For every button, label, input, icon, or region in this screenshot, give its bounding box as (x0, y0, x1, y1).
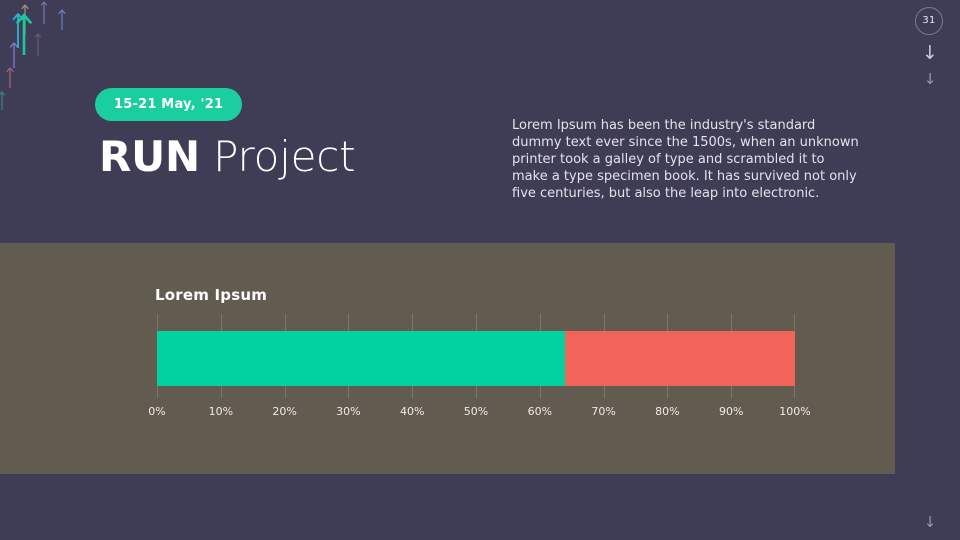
axis-tick-label: 80% (655, 405, 680, 418)
axis-tick-label: 90% (718, 405, 744, 418)
scroll-down-secondary-icon[interactable]: ↓ (923, 70, 937, 88)
decorative-arrow-icon (6, 67, 14, 88)
decorative-arrow-icon (58, 9, 66, 30)
date-badge: 15-21 May, '21 (95, 88, 243, 121)
decorative-arrow-icon (12, 13, 24, 48)
decorative-arrow-icon (21, 4, 29, 35)
scroll-down-icon[interactable]: ↓ (922, 42, 938, 64)
decorative-arrow-icon (40, 1, 48, 24)
page-title: RUN Project (99, 130, 356, 184)
bar-segment (565, 331, 795, 386)
axis-tick-label: 100% (779, 405, 811, 418)
axis-tick-label: 60% (527, 405, 553, 418)
axis-tick-label: 0% (148, 405, 166, 418)
axis-tick-label: 30% (336, 405, 361, 418)
page-number-badge: 31 (915, 7, 943, 35)
chart-panel: Lorem Ipsum 0% 10% 20% 30% 40% 50% 60% 70% 80% 90… (0, 243, 895, 474)
decorative-arrow-icon (9, 42, 19, 68)
stacked-bar (157, 331, 795, 386)
axis-tick-label: 20% (272, 405, 297, 418)
axis-tick-label: 50% (463, 405, 489, 418)
decorative-arrow-icon (0, 91, 6, 110)
chart-title: Lorem Ipsum (155, 286, 268, 304)
page-title-light: Project (200, 132, 356, 181)
bar-segment (157, 331, 566, 386)
decorative-arrow-icon (16, 13, 32, 55)
decorative-arrow-icon (34, 33, 42, 56)
scroll-down-bottom-icon[interactable]: ↓ (923, 513, 937, 531)
intro-paragraph: Lorem Ipsum has been the industry's stan… (512, 118, 859, 201)
axis-tick-label: 40% (399, 405, 425, 418)
chart-plot-area (157, 314, 795, 398)
axis-tick-labels: 0% 10% 20% 30% 40% 50% 60% 70% 80% 90% 100% (148, 405, 810, 421)
page-title-strong: RUN (99, 132, 200, 181)
axis-tick-label: 70% (591, 405, 616, 418)
axis-tick-label: 10% (208, 405, 234, 418)
